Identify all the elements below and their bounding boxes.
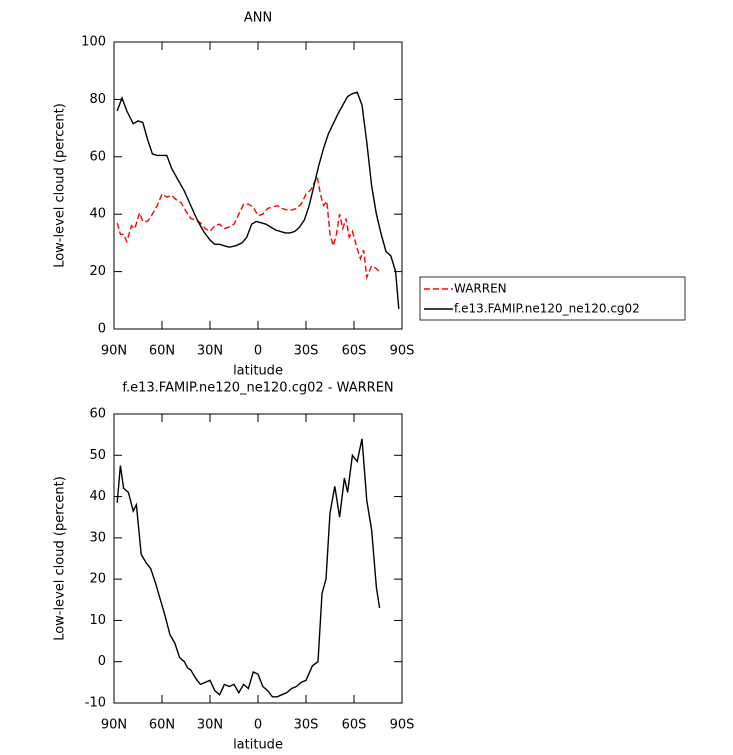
data-line [116,174,381,281]
x-axis-label: latitude [233,738,283,753]
x-tick-label: 0 [254,344,262,359]
chart-title: ANN [244,11,272,26]
y-tick-label: 20 [89,264,106,279]
x-tick-label: 90N [101,344,127,359]
x-tick-label: 0 [254,718,262,733]
plot-frame [113,413,403,704]
y-axis-label: Low-level cloud (percent) [53,103,68,268]
x-axis-label: latitude [233,364,283,379]
x-tick-label: 60S [342,344,367,359]
y-tick-label: 20 [89,572,106,587]
data-line [116,438,381,698]
legend-box [419,276,686,321]
x-tick-label: 30S [294,718,319,733]
x-tick-label: 30N [197,344,223,359]
chart-title: f.e13.FAMIP.ne120_ne120.cg02 - WARREN [122,381,393,396]
x-tick-label: 90S [390,718,415,733]
y-tick-label: 60 [89,149,106,164]
y-tick-label: 100 [81,35,106,50]
y-axis-label: Low-level cloud (percent) [53,476,68,641]
y-tick-label: 10 [89,613,106,628]
y-tick-label: 80 [89,92,106,107]
plot-frame [113,41,403,330]
x-tick-label: 60N [149,344,175,359]
x-tick-label: 90N [101,718,127,733]
x-tick-label: 30N [197,718,223,733]
y-tick-label: 40 [89,489,106,504]
y-tick-label: 0 [98,654,106,669]
data-line [116,91,400,309]
y-tick-label: 40 [89,207,106,222]
x-tick-label: 90S [390,344,415,359]
x-tick-label: 60S [342,718,367,733]
y-tick-label: 50 [89,448,106,463]
x-tick-label: 30S [294,344,319,359]
y-tick-label: 60 [89,407,106,422]
x-tick-label: 60N [149,718,175,733]
y-tick-label: 30 [89,530,106,545]
legend-label: WARREN [454,282,507,296]
y-tick-label: 0 [98,322,106,337]
y-tick-label: -10 [85,696,106,711]
legend-label: f.e13.FAMIP.ne120_ne120.cg02 [454,302,640,316]
